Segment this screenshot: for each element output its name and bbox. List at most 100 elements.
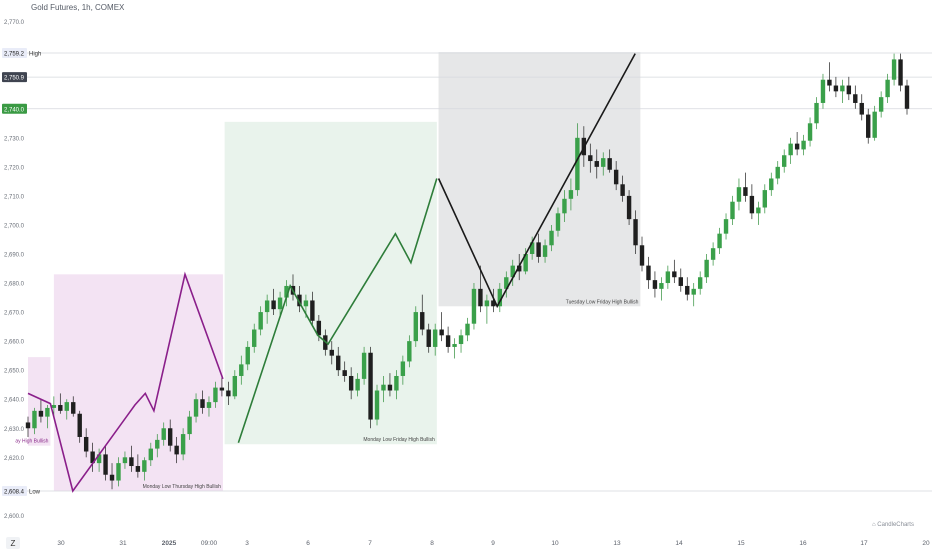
candle-body: [232, 375, 238, 397]
candle-body: [71, 402, 76, 414]
zone-label-0: ay High Bullish: [15, 439, 48, 445]
y-axis[interactable]: 2,600.0 2,620.0 2,630.0 2,640.0 2,650.0 2,660…: [4, 20, 25, 520]
price-markers: 2,759.2 High 2,750.9 2,740.0 2,608.4 Low: [2, 48, 41, 496]
candle-body: [633, 219, 638, 246]
zigzag-line-2: [437, 53, 636, 309]
candle-body: [361, 352, 367, 379]
candle-body: [155, 439, 160, 449]
candle-body: [517, 265, 522, 272]
candle-body: [206, 402, 212, 408]
pattern-zone-2: [224, 121, 437, 445]
x-tick-label-1: 31: [119, 540, 127, 547]
candle-body: [38, 410, 44, 417]
candle-body: [736, 187, 742, 202]
candle-body: [730, 201, 735, 220]
candle-body: [601, 158, 606, 167]
x-tick-label-5: 6: [306, 540, 310, 547]
candle-body: [161, 428, 166, 440]
candle-body: [769, 178, 774, 191]
candle-body: [148, 448, 154, 461]
candle-body: [297, 294, 302, 307]
x-tick-label-6: 7: [368, 540, 372, 547]
candle-body: [239, 364, 244, 376]
candle-body: [749, 195, 755, 214]
candle-body: [723, 219, 729, 234]
candle-body: [174, 445, 179, 455]
candle-body: [756, 207, 761, 214]
y-tick-label-12: 2,730.0: [4, 136, 25, 142]
candle-body: [348, 375, 354, 391]
x-tick-label-13: 16: [799, 540, 807, 547]
candle-body: [588, 155, 593, 162]
candle-body: [116, 463, 121, 481]
pattern-zones: [28, 52, 641, 491]
candle-body: [504, 277, 509, 289]
candle-body: [743, 187, 748, 196]
candle-body: [607, 158, 612, 170]
candle-body: [316, 320, 322, 336]
x-tick-label-15: 20: [922, 540, 930, 547]
candle-body: [484, 300, 490, 307]
candle-body: [639, 245, 645, 266]
candle-body: [523, 253, 528, 272]
x-tick-label-7: 8: [430, 540, 434, 547]
candle-body: [381, 384, 386, 391]
zigzag-line-1: [237, 178, 438, 444]
candle-body: [497, 288, 503, 307]
x-tick-label-8: 9: [491, 540, 495, 547]
candle-body: [904, 85, 910, 109]
candle-body: [685, 285, 690, 295]
price-marker-label-1: 2,750.9: [4, 76, 25, 82]
candle-body: [245, 346, 250, 365]
candle-body: [536, 242, 541, 257]
x-tick-label-10: 13: [613, 540, 621, 547]
candle-body: [704, 259, 709, 278]
candle-body: [458, 335, 464, 345]
timezone-icon[interactable]: Z: [11, 539, 16, 548]
y-tick-label-14: 2,770.0: [4, 20, 25, 26]
x-axis[interactable]: 30 31 2025 09:00 3 6 7 8 9 10 13 14 15 16 17 20: [57, 540, 930, 547]
y-tick-label-4: 2,650.0: [4, 369, 25, 375]
y-tick-label-8: 2,690.0: [4, 252, 25, 258]
candle-body: [717, 233, 722, 249]
candle-body: [620, 184, 625, 196]
x-tick-label-2: 2025: [162, 540, 177, 547]
candle-body: [109, 474, 115, 481]
candle-body: [271, 300, 276, 310]
x-tick-label-0: 30: [57, 540, 65, 547]
candlestick-series: [25, 53, 910, 490]
x-tick-label-11: 14: [675, 540, 683, 547]
candle-body: [432, 329, 438, 347]
timezone-button[interactable]: [6, 537, 20, 549]
candle-body: [788, 143, 793, 156]
candle-body: [491, 300, 496, 307]
candle-body: [762, 190, 768, 208]
y-tick-label-1: 2,620.0: [4, 456, 25, 462]
candle-body: [626, 195, 632, 220]
candle-body: [445, 335, 451, 347]
zone-labels: ay High Bullish Monday Low Thursday High …: [15, 299, 638, 490]
candle-body: [103, 454, 108, 475]
candle-body: [452, 344, 457, 347]
candle-body: [135, 466, 141, 472]
candle-body: [355, 378, 360, 391]
candle-body: [859, 102, 864, 115]
candle-body: [96, 454, 102, 464]
candle-body: [833, 85, 839, 92]
price-marker-3: [2, 486, 27, 496]
candle-body: [555, 213, 561, 231]
x-tick-label-12: 15: [737, 540, 745, 547]
zone-label-1: Monday Low Thursday High Bullish: [143, 484, 222, 490]
y-tick-label-11: 2,720.0: [4, 165, 25, 171]
candle-body: [258, 312, 263, 330]
candle-body: [646, 265, 651, 281]
candle-body: [885, 79, 890, 98]
candle-body: [200, 399, 205, 408]
y-tick-label-9: 2,700.0: [4, 223, 25, 229]
candle-body: [142, 460, 147, 472]
candle-body: [310, 300, 315, 321]
pattern-zone-1: [53, 274, 223, 491]
y-tick-label-5: 2,660.0: [4, 340, 25, 346]
candle-body: [801, 140, 806, 150]
